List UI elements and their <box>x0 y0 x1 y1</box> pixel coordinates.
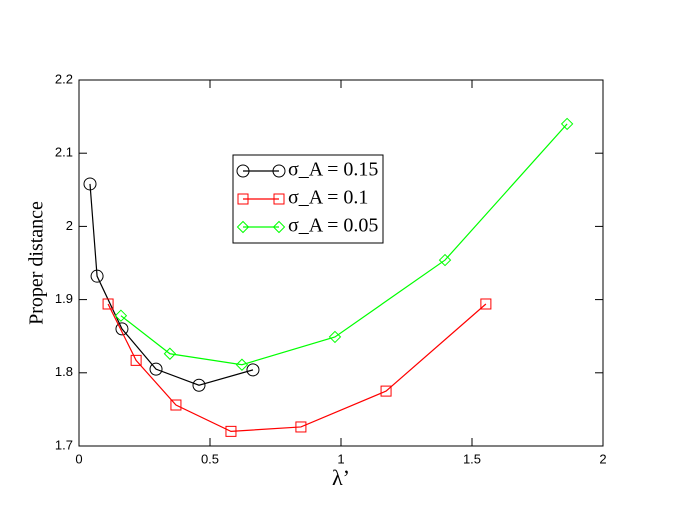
marker <box>102 298 114 310</box>
series-line <box>107 303 487 432</box>
y-tick-label: 1.9 <box>55 291 73 306</box>
legend-label: σ_A = 0.15 <box>288 159 378 181</box>
marker <box>438 253 452 267</box>
marker <box>328 330 342 344</box>
legend-marker <box>236 164 250 178</box>
marker <box>130 354 142 366</box>
marker <box>90 269 104 283</box>
plot-frame <box>78 79 604 447</box>
marker <box>115 322 129 336</box>
legend-label: σ_A = 0.05 <box>288 215 378 237</box>
y-tick-label: 1.7 <box>55 437 73 452</box>
marker <box>246 363 260 377</box>
x-tick-label: 0.5 <box>201 451 219 466</box>
legend-label: σ_A = 0.1 <box>288 187 368 209</box>
y-tick-label: 2.2 <box>55 71 73 86</box>
marker <box>114 309 128 322</box>
marker <box>170 399 182 411</box>
marker <box>163 347 177 360</box>
legend-marker <box>237 193 249 205</box>
marker <box>295 421 307 433</box>
x-axis-label: λ’ <box>332 465 350 490</box>
marker <box>149 362 163 376</box>
x-tick-label: 2 <box>599 451 606 466</box>
series-line <box>89 183 254 386</box>
legend-marker <box>272 220 286 234</box>
legend-marker <box>236 220 250 234</box>
marker <box>380 385 392 397</box>
marker <box>480 298 492 310</box>
y-tick-label: 2 <box>66 218 73 233</box>
legend-marker <box>272 164 286 178</box>
y-tick-label: 1.8 <box>55 364 73 379</box>
x-tick-label: 1 <box>337 451 344 466</box>
series-line <box>120 123 568 366</box>
marker <box>83 177 97 191</box>
y-tick-label: 2.1 <box>55 145 73 160</box>
marker <box>560 117 574 131</box>
legend-marker <box>273 193 285 205</box>
marker <box>192 378 206 392</box>
marker <box>235 358 249 371</box>
marker <box>225 425 237 437</box>
x-tick-label: 0 <box>75 451 82 466</box>
x-tick-label: 1.5 <box>463 451 481 466</box>
y-axis-label: Proper distance <box>26 201 48 325</box>
